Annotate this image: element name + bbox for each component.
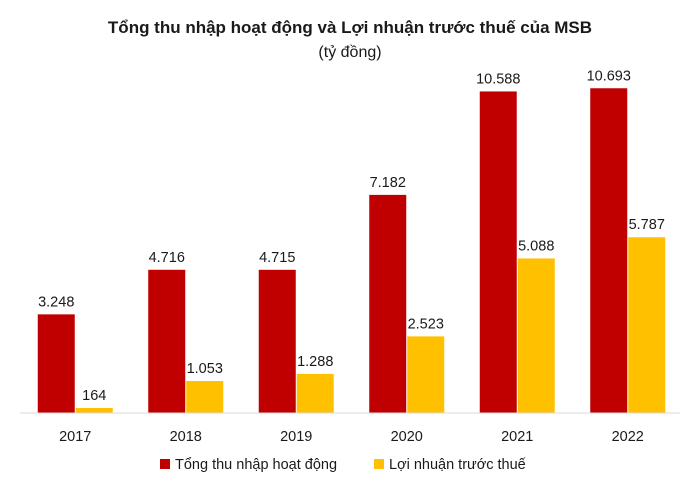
chart-subtitle: (tỷ đồng)	[318, 44, 381, 61]
data-label-s1-2022: 5.787	[629, 217, 665, 233]
bar-s1-2021	[517, 258, 555, 413]
data-label-s1-2021: 5.088	[518, 238, 554, 254]
bar-s1-2022	[628, 237, 666, 413]
bar-s1-2017	[75, 408, 113, 413]
data-label-s0-2022: 10.693	[587, 68, 631, 84]
bar-s1-2018	[186, 381, 224, 413]
data-label-s1-2019: 1.288	[297, 354, 333, 370]
bar-s0-2019	[258, 269, 296, 413]
legend-swatch-1	[374, 459, 384, 469]
bar-s0-2021	[479, 91, 517, 413]
x-tick-2020: 2020	[391, 429, 423, 445]
chart-title: Tổng thu nhập hoạt động và Lợi nhuận trư…	[108, 18, 592, 37]
bar-s1-2019	[296, 373, 334, 413]
legend: Tổng thu nhập hoạt động Lợi nhuận trước t…	[160, 457, 526, 473]
bar-s1-2020	[407, 336, 445, 413]
x-tick-2021: 2021	[501, 429, 533, 445]
x-tick-2022: 2022	[612, 429, 644, 445]
x-tick-2018: 2018	[170, 429, 202, 445]
data-label-s0-2017: 3.248	[38, 294, 74, 310]
data-label-s0-2020: 7.182	[370, 175, 406, 191]
data-label-s0-2021: 10.588	[476, 71, 520, 87]
data-label-s0-2019: 4.715	[259, 250, 295, 266]
bar-s0-2022	[590, 88, 628, 413]
bar-s0-2018	[148, 269, 186, 413]
data-label-s0-2018: 4.716	[149, 250, 185, 266]
data-label-s1-2020: 2.523	[408, 316, 444, 332]
legend-swatch-0	[160, 459, 170, 469]
legend-label-1: Lợi nhuận trước thuế	[389, 457, 526, 473]
bar-s0-2017	[37, 314, 75, 413]
x-tick-2019: 2019	[280, 429, 312, 445]
x-tick-labels: 2017 2018 2019 2020 2021 2022	[59, 429, 644, 445]
bars-group: 3.248 164 4.716 1.053 4.715 1.288 7.182 2.523 10…	[37, 68, 666, 413]
data-label-s1-2018: 1.053	[187, 361, 223, 377]
data-label-s1-2017: 164	[82, 388, 106, 404]
x-tick-2017: 2017	[59, 429, 91, 445]
bar-s0-2020	[369, 194, 407, 413]
legend-label-0: Tổng thu nhập hoạt động	[175, 457, 337, 473]
